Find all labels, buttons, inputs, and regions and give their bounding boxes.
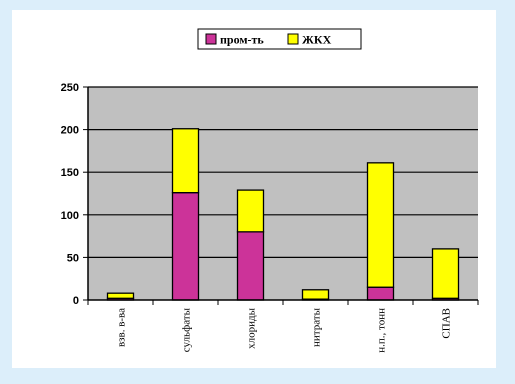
bar-segment: [431, 248, 460, 299]
y-tick-label: 250: [61, 82, 79, 94]
bar-segment: [366, 286, 395, 301]
bar-segment: [301, 289, 330, 300]
y-tick-label: 150: [61, 167, 79, 179]
bar-segment: [106, 292, 135, 299]
bar-segment: [366, 162, 395, 288]
x-tick-label: взв. в-ва: [116, 308, 128, 347]
bar-segment: [171, 191, 200, 301]
legend-box: [197, 28, 362, 50]
x-tick-label: нитраты: [311, 307, 323, 347]
plot-area: [88, 87, 478, 300]
x-tick-label: хлориды: [246, 307, 258, 348]
bar-segment: [236, 231, 265, 301]
legend-label: ЖКХ: [302, 33, 332, 47]
y-tick-label: 0: [73, 295, 79, 307]
x-tick-label: сульфаты: [181, 307, 193, 352]
y-tick-label: 100: [61, 210, 79, 222]
x-tick-label: н.п., тонн: [376, 308, 388, 353]
y-tick-label: 200: [61, 125, 79, 137]
y-tick-label: 50: [67, 252, 79, 264]
legend-swatch: [287, 33, 299, 45]
x-tick-label: СПАВ: [441, 308, 453, 339]
bar-segment: [171, 128, 200, 194]
bar-segment: [236, 189, 265, 233]
legend-label: пром-ть: [220, 33, 264, 47]
legend-swatch: [205, 33, 217, 45]
